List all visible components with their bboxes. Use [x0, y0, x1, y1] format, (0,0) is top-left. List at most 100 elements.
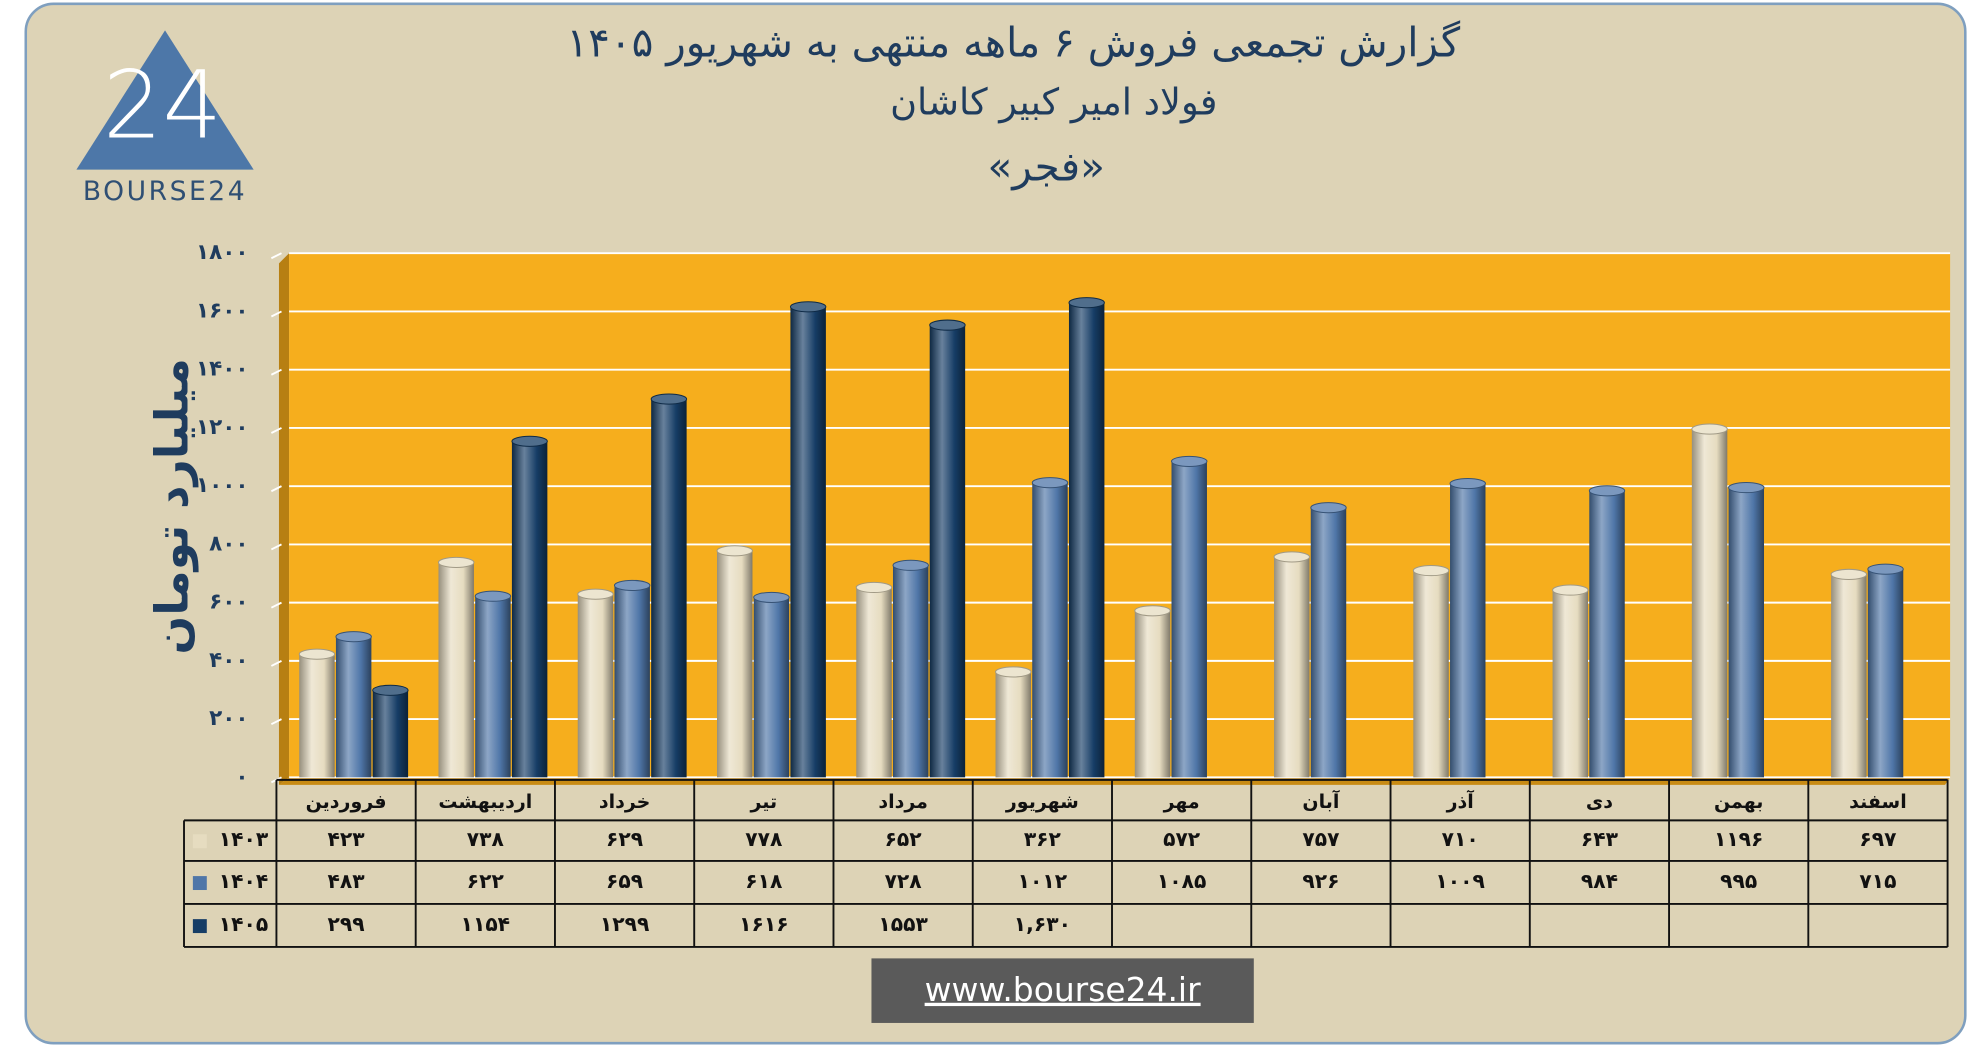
bar: [753, 597, 790, 778]
plot-area: [289, 253, 1951, 778]
bar-cap: [474, 590, 512, 602]
bar: [1450, 483, 1486, 778]
bar-cap: [335, 631, 372, 643]
legend-label: ۱۴۰۵: [219, 912, 268, 936]
x-tick-label: مرداد: [878, 791, 928, 813]
tick-mark: [270, 368, 282, 376]
bar: [717, 550, 753, 778]
logo-triangle: [76, 30, 254, 170]
bar: [614, 585, 650, 778]
bar: [929, 325, 966, 778]
table-value: ۱۰۱۲: [1018, 869, 1068, 893]
y-tick-label: ۱۸۰۰: [196, 240, 249, 265]
bar: [651, 399, 687, 778]
bar-cap: [1068, 297, 1105, 309]
tick-mark: [270, 660, 282, 667]
table-value: ۳۶۲: [1024, 827, 1062, 851]
table-value: ۹۹۵: [1720, 869, 1757, 893]
tick-mark: [270, 543, 282, 551]
bar-cap: [1310, 502, 1347, 514]
bar-cap: [995, 666, 1032, 678]
x-tick-label: آذر: [1446, 789, 1475, 813]
x-tick-label: اردیبهشت: [438, 791, 532, 813]
table-value: ۱۵۵۳: [878, 912, 928, 936]
bar: [511, 441, 548, 778]
bar: [856, 587, 892, 778]
y-tick-label: ۰: [235, 764, 248, 789]
logo-number: 24: [103, 51, 222, 160]
bar: [1068, 302, 1105, 778]
bar-cap: [892, 559, 929, 571]
bar-cap: [372, 684, 409, 696]
y-tick-label: ۱۰۰۰: [196, 473, 249, 498]
bar: [1867, 569, 1904, 778]
logo-text: BOURSE24: [83, 176, 247, 207]
bar-cap: [1867, 563, 1904, 575]
legend-swatch: [192, 876, 207, 891]
tick-mark: [270, 310, 282, 318]
bar: [1552, 590, 1589, 778]
bar: [577, 594, 614, 778]
plot-wall: [278, 253, 290, 785]
footer-url[interactable]: www.bourse24.ir: [925, 970, 1201, 1009]
table-value: ۱,۶۳۰: [1014, 912, 1071, 936]
bar: [475, 596, 511, 778]
bar-cap: [929, 319, 966, 331]
bar: [372, 690, 409, 778]
table-value: ۶۲۲: [467, 869, 505, 893]
tick-mark: [270, 718, 282, 726]
y-tick-label: ۶۰۰: [209, 590, 248, 615]
bar-cap: [753, 591, 790, 603]
y-tick-label: ۲۰۰: [209, 706, 248, 731]
tick-mark: [270, 252, 282, 260]
y-axis-title: میلیارد تومان: [146, 358, 199, 654]
bar: [1274, 556, 1310, 778]
table-value: ۱۱۵۴: [461, 912, 510, 936]
y-tick-label: ۱۲۰۰: [196, 415, 249, 440]
table-value: ۴۸۳: [328, 869, 366, 893]
bar-cap: [1588, 485, 1626, 497]
table-value: ۱۱۹۶: [1714, 827, 1763, 851]
bar: [790, 306, 826, 778]
table-value: ۶۴۳: [1581, 827, 1619, 851]
bar: [892, 565, 929, 778]
bar-cap: [716, 545, 753, 557]
y-tick-label: ۱۴۰۰: [196, 357, 249, 382]
bar: [299, 654, 335, 778]
title: گزارش تجمعی فروش ۶ ماهه منتهی به شهریور …: [566, 19, 1461, 67]
bar: [438, 562, 474, 778]
bar-cap: [577, 588, 614, 600]
bar-cap: [650, 393, 688, 405]
legend-swatch: [192, 919, 207, 934]
table-value: ۷۲۸: [885, 869, 923, 893]
bar-cap: [437, 556, 475, 569]
subtitle: «فجر»: [987, 143, 1104, 191]
x-tick-label: شهریور: [1005, 791, 1079, 813]
bar: [1171, 461, 1207, 778]
bar-cap: [1273, 551, 1311, 563]
bar-cap: [1134, 605, 1171, 617]
table-value: ۲۹۹: [328, 912, 365, 936]
table-value: ۷۵۷: [1302, 827, 1340, 851]
plot-floor: [278, 777, 1951, 785]
table-value: ۵۷۲: [1163, 827, 1201, 851]
bar-cap: [298, 648, 336, 660]
bar: [1728, 487, 1765, 778]
bar-cap: [511, 435, 548, 447]
footer-box: [871, 958, 1254, 1023]
x-tick-label: مهر: [1163, 791, 1200, 813]
bar-cap: [613, 579, 651, 592]
legend-label: ۱۴۰۴: [219, 869, 268, 893]
bar-cap: [1728, 482, 1765, 494]
tick-mark: [270, 485, 282, 493]
table-value: ۷۱۰: [1442, 827, 1479, 851]
table-value: ۶۵۹: [606, 869, 643, 893]
bar-cap: [1830, 568, 1868, 580]
bar-cap: [1412, 565, 1450, 577]
bar: [1134, 610, 1171, 778]
x-tick-label: آبان: [1302, 789, 1339, 813]
table-value: ۶۱۸: [745, 869, 783, 893]
bar-cap: [1552, 584, 1589, 596]
